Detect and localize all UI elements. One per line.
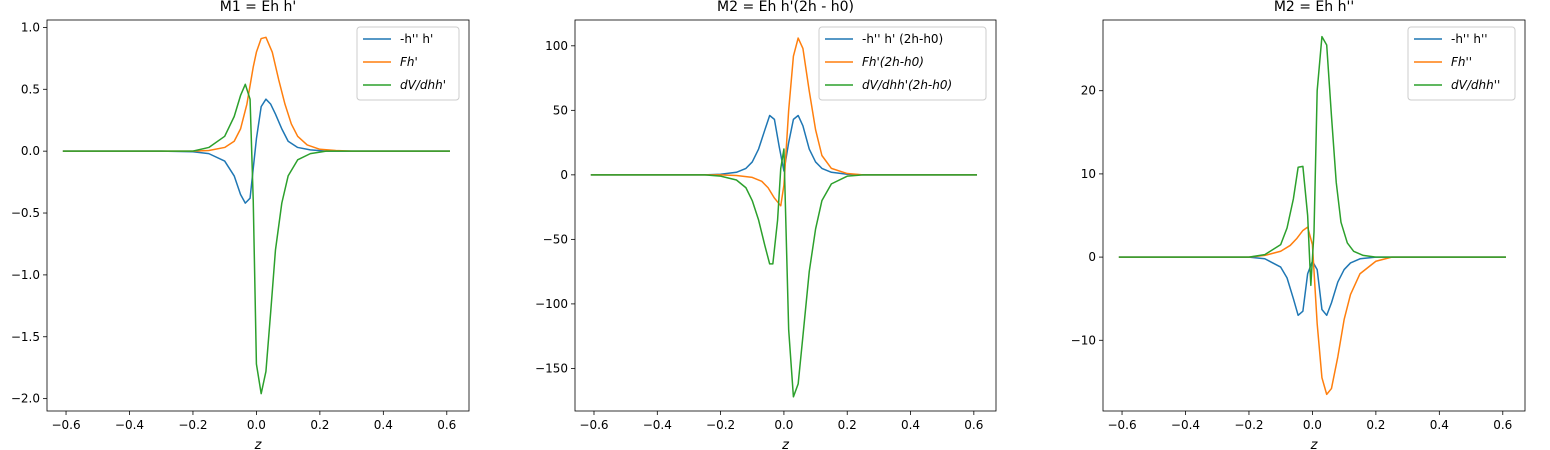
y-tick-label: −1.0 [11,268,40,282]
legend-label-2: Fh'(2h-h0) [862,55,924,69]
panel-1: M1 = Eh h' −0.6 −0.4 −0.2 0.0 0.2 0.4 0.6 −2.0 −1… [11,0,470,450]
series-line-3 [1118,35,1506,287]
y-tick-label: −1.5 [11,330,40,344]
y-tick-label: 0.0 [21,144,40,158]
x-tick-label: −0.4 [643,418,672,432]
x-axis-label: z [254,438,263,450]
y-tick-label: −50 [543,232,568,246]
legend-box [818,26,987,101]
panel-title: M1 = Eh h' [220,0,297,15]
plot-frame [574,19,997,412]
plot-frame [46,19,470,412]
x-tick-label: 0.0 [1303,418,1322,432]
y-tick-label: 50 [553,103,568,117]
panel-title: M2 = Eh h'(2h - h0) [717,0,854,15]
y-tick-label: 10 [1081,167,1096,181]
series-line-2 [62,36,450,152]
series-line-1 [1118,256,1506,317]
x-tick-label: 0.4 [1430,418,1449,432]
legend: -h'' h' (2h-h0) Fh'(2h-h0) dV/dhh'(2h-h0) [818,26,987,101]
legend-label-2: Fh'' [1451,55,1472,69]
x-tick-label: −0.2 [706,418,735,432]
panel-3: M2 = Eh h'' −0.6 −0.4 −0.2 0.0 0.2 0.4 0.6 −10 0 1… [1071,0,1526,450]
x-tick-label: 0.0 [247,418,266,432]
legend: -h'' h'' Fh'' dV/dhh'' [1407,26,1516,101]
y-tick-label: −150 [535,361,568,375]
x-tick-label: 0.4 [374,418,393,432]
legend: -h'' h' Fh' dV/dhh' [356,26,460,101]
x-tick-label: 0.2 [838,418,857,432]
y-tick-label: 20 [1081,84,1096,98]
series-line-1 [62,98,450,204]
legend-box [1407,26,1516,101]
x-tick-label: −0.4 [1171,418,1200,432]
x-tick-label: −0.6 [579,418,608,432]
x-tick-label: 0.6 [964,418,983,432]
y-tick-label: −100 [535,297,568,311]
x-tick-label: 0.2 [1366,418,1385,432]
series-line-3 [62,83,450,395]
y-tick-label: −10 [1071,333,1096,347]
y-tick-label: −2.0 [11,392,40,406]
y-tick-label: 1.0 [21,20,40,34]
x-tick-label: −0.4 [115,418,144,432]
y-tick-label: 0.5 [21,82,40,96]
x-tick-label: −0.6 [1107,418,1136,432]
x-tick-label: 0.6 [1493,418,1512,432]
x-tick-label: −0.2 [1234,418,1263,432]
x-tick-label: 0.0 [774,418,793,432]
x-tick-label: 0.4 [901,418,920,432]
plot-frame [1102,19,1526,412]
x-tick-label: −0.6 [51,418,80,432]
panel-title: M2 = Eh h'' [1274,0,1354,15]
y-tick-label: 100 [545,39,568,53]
x-tick-label: −0.2 [178,418,207,432]
legend-label-1: -h'' h'' [1451,32,1488,46]
y-tick-label: −0.5 [11,206,40,220]
legend-label-3: dV/dhh'' [1451,78,1500,92]
legend-label-3: dV/dhh'(2h-h0) [862,78,952,92]
legend-box [356,26,460,101]
x-axis-label: z [1310,438,1319,450]
panel-2: M2 = Eh h'(2h - h0) −0.6 −0.4 −0.2 0.0 0.2 0.4… [535,0,997,450]
series-line-2 [590,37,978,207]
x-tick-label: 0.6 [437,418,456,432]
x-tick-label: 0.2 [310,418,329,432]
series-line-3 [590,148,978,398]
y-tick-label: 0 [1088,250,1096,264]
legend-label-1: -h'' h' (2h-h0) [862,32,943,46]
legend-label-1: -h'' h' [400,32,433,46]
series-line-2 [1118,226,1506,396]
legend-label-2: Fh' [400,55,418,69]
legend-label-3: dV/dhh' [400,78,446,92]
x-axis-label: z [781,438,790,450]
y-tick-label: 0 [560,168,568,182]
